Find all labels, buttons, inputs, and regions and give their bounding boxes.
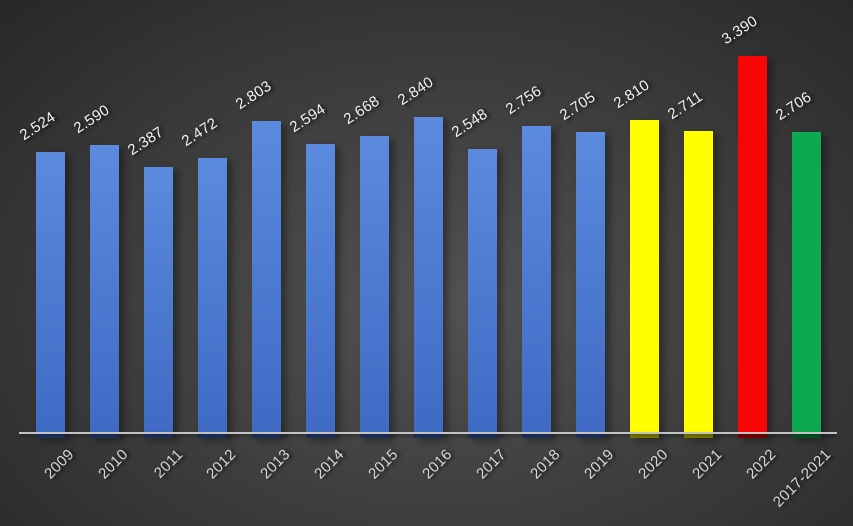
x-tick-2013: 2013 (257, 446, 295, 483)
x-tick-2015: 2015 (365, 446, 403, 483)
bar-2011 (143, 167, 173, 438)
bar-2012 (197, 158, 227, 438)
value-label-2016: 2.840 (394, 73, 437, 109)
value-label-2012: 2.472 (178, 114, 221, 150)
bar-base-shadow (521, 433, 551, 438)
x-tick-2014: 2014 (311, 446, 349, 483)
bar-base-shadow (467, 433, 497, 438)
value-label-2013: 2.803 (232, 77, 275, 113)
bar-base-shadow (791, 433, 821, 438)
value-label-2009: 2.524 (16, 108, 59, 144)
value-label-2010: 2.590 (70, 101, 113, 137)
bar-2021 (683, 131, 713, 438)
bar-2022 (737, 56, 767, 438)
bar-base-shadow (197, 433, 227, 438)
bar-base-shadow (359, 433, 389, 438)
x-tick-2022: 2022 (743, 446, 781, 483)
value-label-2019: 2.705 (556, 88, 599, 124)
bar-2016 (413, 117, 443, 438)
bar-2015 (359, 136, 389, 438)
x-tick-2016: 2016 (419, 446, 457, 483)
value-label-2018: 2.756 (502, 82, 545, 118)
value-label-2017-2021: 2.706 (772, 88, 815, 124)
bar-base-shadow (89, 433, 119, 438)
value-label-2022: 3.390 (718, 12, 761, 49)
value-label-2020: 2.810 (610, 76, 653, 112)
x-tick-2010: 2010 (95, 446, 133, 483)
bar-2019 (575, 132, 605, 438)
x-tick-2020: 2020 (635, 446, 673, 483)
value-label-2017: 2.548 (448, 105, 491, 141)
bar-2013 (251, 121, 281, 438)
bar-base-shadow (35, 433, 65, 438)
x-tick-2009: 2009 (41, 446, 79, 483)
bar-2017 (467, 149, 497, 438)
x-tick-2017: 2017 (473, 446, 511, 483)
bar-base-shadow (683, 433, 713, 438)
x-tick-2011: 2011 (150, 446, 187, 482)
bar-2020 (629, 120, 659, 438)
value-label-2014: 2.594 (286, 100, 329, 136)
bar-base-shadow (143, 433, 173, 438)
bar-base-shadow (575, 433, 605, 438)
x-tick-2019: 2019 (581, 446, 619, 483)
bar-base-shadow (251, 433, 281, 438)
x-tick-2021: 2021 (689, 446, 727, 483)
bar-2014 (305, 144, 335, 438)
bar-base-shadow (629, 433, 659, 438)
bar-base-shadow (305, 433, 335, 438)
bar-base-shadow (737, 433, 767, 438)
value-label-2021: 2.711 (664, 88, 706, 123)
x-tick-2018: 2018 (527, 446, 565, 483)
bar-base-shadow (413, 433, 443, 438)
bar-2009 (35, 152, 65, 438)
bar-2018 (521, 126, 551, 438)
value-label-2015: 2.668 (340, 92, 383, 128)
x-tick-2012: 2012 (203, 446, 241, 483)
value-label-2011: 2.387 (124, 123, 167, 159)
x-tick-2017-2021: 2017-2021 (769, 446, 835, 511)
x-axis-line (19, 432, 837, 434)
bar-2017-2021 (791, 132, 821, 438)
bar-2010 (89, 145, 119, 438)
